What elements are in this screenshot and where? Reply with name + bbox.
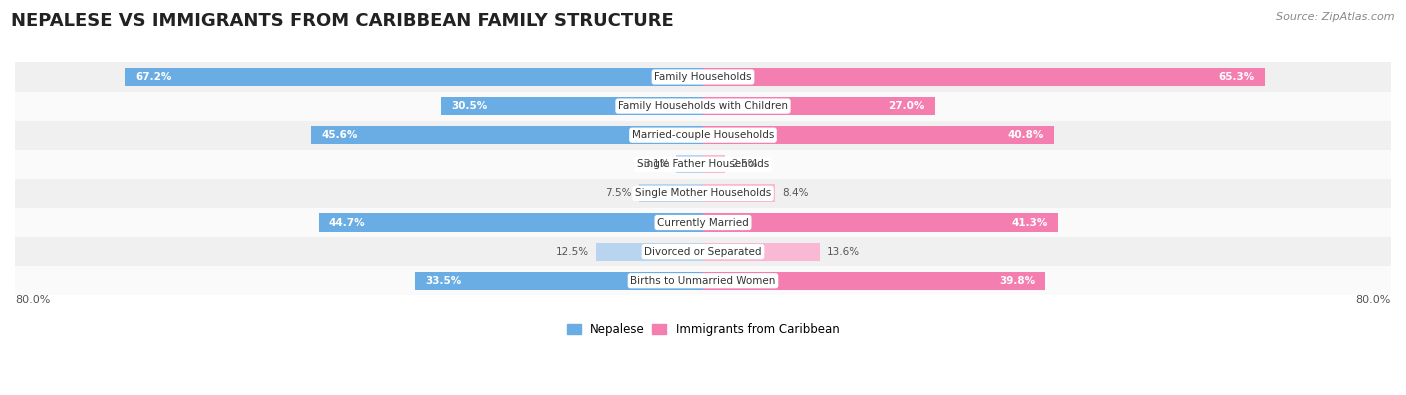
- Bar: [703, 126, 1054, 144]
- Text: Family Households: Family Households: [654, 72, 752, 82]
- Text: 12.5%: 12.5%: [555, 246, 589, 257]
- Text: 33.5%: 33.5%: [425, 276, 461, 286]
- Bar: [15, 62, 1391, 92]
- Bar: [703, 155, 724, 173]
- Text: 80.0%: 80.0%: [1355, 295, 1391, 305]
- Bar: [15, 120, 1391, 150]
- Bar: [596, 243, 703, 261]
- Bar: [703, 68, 1264, 86]
- Text: Family Households with Children: Family Households with Children: [619, 101, 787, 111]
- Bar: [15, 150, 1391, 179]
- Text: 41.3%: 41.3%: [1011, 218, 1047, 228]
- Bar: [15, 208, 1391, 237]
- Text: Births to Unmarried Women: Births to Unmarried Women: [630, 276, 776, 286]
- Text: 13.6%: 13.6%: [827, 246, 860, 257]
- Text: NEPALESE VS IMMIGRANTS FROM CARIBBEAN FAMILY STRUCTURE: NEPALESE VS IMMIGRANTS FROM CARIBBEAN FA…: [11, 12, 673, 30]
- Text: 80.0%: 80.0%: [15, 295, 51, 305]
- Bar: [415, 272, 703, 290]
- Bar: [703, 272, 1045, 290]
- Bar: [703, 97, 935, 115]
- Bar: [15, 92, 1391, 120]
- Text: Single Mother Households: Single Mother Households: [636, 188, 770, 198]
- Text: Married-couple Households: Married-couple Households: [631, 130, 775, 140]
- Bar: [15, 266, 1391, 295]
- Bar: [311, 126, 703, 144]
- Text: 40.8%: 40.8%: [1007, 130, 1043, 140]
- Bar: [703, 184, 775, 202]
- Text: 7.5%: 7.5%: [605, 188, 631, 198]
- Bar: [15, 237, 1391, 266]
- Text: Currently Married: Currently Married: [657, 218, 749, 228]
- Text: Single Father Households: Single Father Households: [637, 159, 769, 169]
- Text: 2.5%: 2.5%: [731, 159, 758, 169]
- Bar: [676, 155, 703, 173]
- Bar: [440, 97, 703, 115]
- Bar: [319, 213, 703, 231]
- Text: 8.4%: 8.4%: [782, 188, 808, 198]
- Bar: [15, 179, 1391, 208]
- Text: 45.6%: 45.6%: [321, 130, 357, 140]
- Legend: Nepalese, Immigrants from Caribbean: Nepalese, Immigrants from Caribbean: [562, 318, 844, 340]
- Bar: [638, 184, 703, 202]
- Text: 27.0%: 27.0%: [889, 101, 925, 111]
- Bar: [703, 243, 820, 261]
- Text: Source: ZipAtlas.com: Source: ZipAtlas.com: [1277, 12, 1395, 22]
- Text: 3.1%: 3.1%: [643, 159, 669, 169]
- Text: 44.7%: 44.7%: [329, 218, 366, 228]
- Bar: [125, 68, 703, 86]
- Text: Divorced or Separated: Divorced or Separated: [644, 246, 762, 257]
- Bar: [703, 213, 1059, 231]
- Text: 30.5%: 30.5%: [451, 101, 488, 111]
- Text: 67.2%: 67.2%: [135, 72, 172, 82]
- Text: 65.3%: 65.3%: [1218, 72, 1254, 82]
- Text: 39.8%: 39.8%: [998, 276, 1035, 286]
